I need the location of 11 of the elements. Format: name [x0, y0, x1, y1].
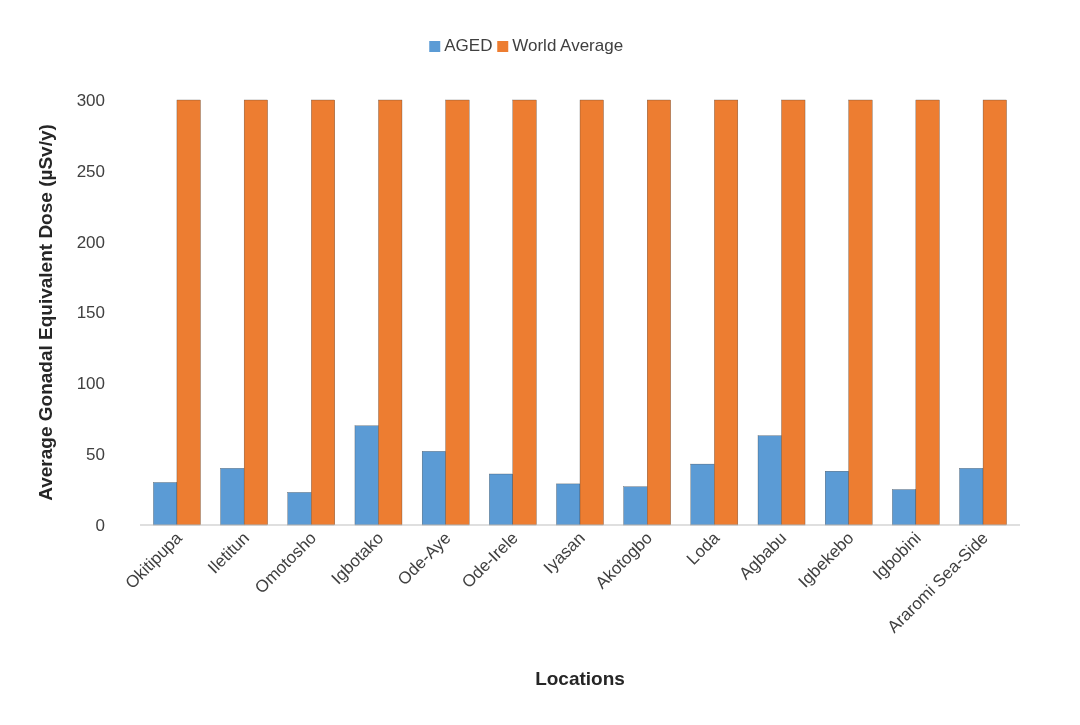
y-tick-label: 50	[86, 445, 105, 465]
y-tick-label: 100	[76, 374, 105, 394]
y-tick-label: 0	[95, 515, 105, 535]
y-tick-label: 250	[76, 161, 105, 181]
legend-label: AGED	[444, 36, 493, 55]
y-axis-title: Average Gonadal Equivalent Dose (µSv/y)	[35, 124, 56, 501]
y-tick-label: 300	[76, 90, 105, 110]
y-tick-label: 150	[76, 303, 105, 323]
x-axis-title: Locations	[535, 668, 625, 689]
y-tick-label: 200	[76, 232, 105, 252]
legend-label: World Average	[512, 36, 624, 55]
